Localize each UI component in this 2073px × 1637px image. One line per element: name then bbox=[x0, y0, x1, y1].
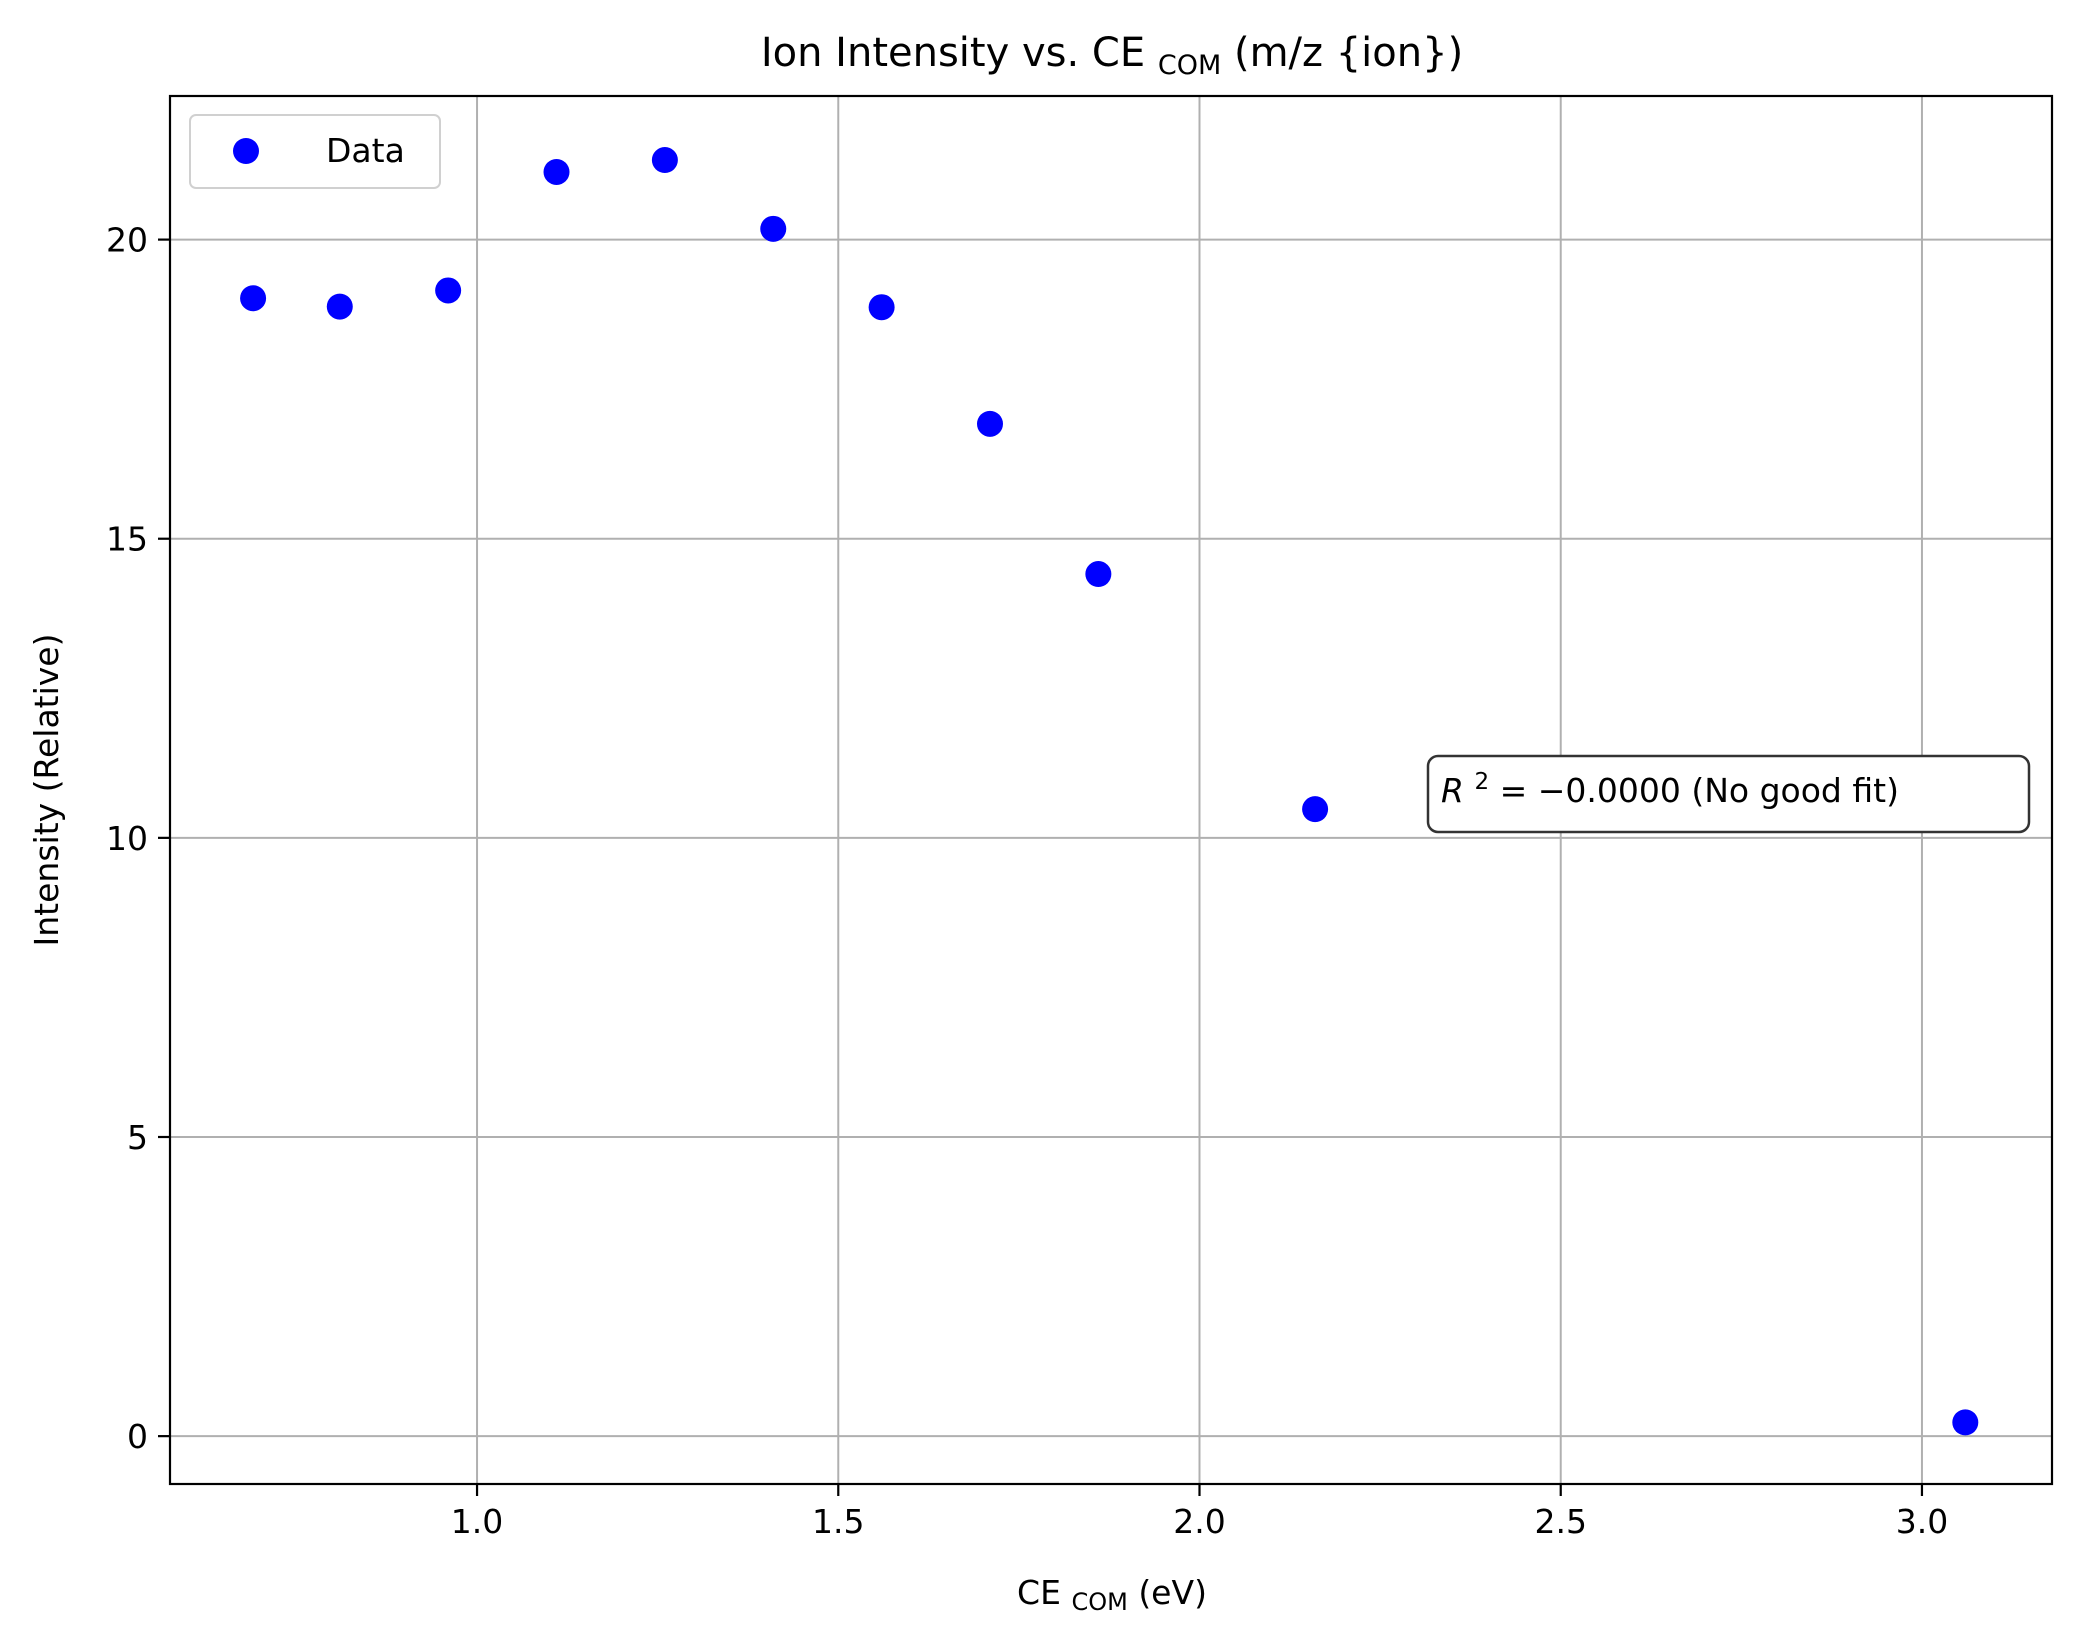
annotation-variable: R bbox=[1441, 771, 1464, 810]
chart-title-prefix: Ion Intensity vs. CE bbox=[761, 30, 1145, 76]
annotation-value: −0.0000 bbox=[1538, 771, 1681, 810]
data-point bbox=[240, 285, 267, 312]
y-tick-label: 0 bbox=[127, 1417, 148, 1456]
data-point bbox=[326, 293, 353, 320]
x-tick-label: 3.0 bbox=[1896, 1502, 1948, 1541]
legend-marker bbox=[233, 138, 259, 164]
x-tick-label: 1.0 bbox=[451, 1502, 503, 1541]
y-tick-label: 20 bbox=[106, 221, 148, 260]
chart-title: Ion Intensity vs. CE COM (m/z {ion}) bbox=[761, 30, 1463, 84]
legend-box bbox=[189, 114, 441, 189]
x-axis-label-suffix: (eV) bbox=[1138, 1573, 1207, 1612]
annotation-exponent: 2 bbox=[1474, 769, 1489, 795]
y-tick-label: 5 bbox=[127, 1118, 148, 1157]
x-axis-label-prefix: CE bbox=[1017, 1573, 1061, 1612]
plot-frame bbox=[168, 94, 2054, 1486]
x-axis-label: CE COM (eV) bbox=[1017, 1573, 1207, 1618]
annotation-note: (No good fit) bbox=[1691, 771, 1899, 810]
x-tick-label: 2.5 bbox=[1534, 1502, 1586, 1541]
data-point bbox=[976, 410, 1003, 437]
data-point bbox=[1302, 796, 1329, 823]
annotation-text: R 2 = −0.0000 (No good fit) bbox=[1441, 758, 1899, 810]
data-point bbox=[1085, 561, 1112, 588]
data-point bbox=[651, 147, 678, 174]
annotation-box bbox=[1426, 754, 2031, 834]
legend: Data bbox=[189, 114, 441, 189]
y-tick-label: 15 bbox=[106, 520, 148, 559]
ticks-layer: 1.0 1.5 2.0 2.5 3.0 0 5 10 15 20 bbox=[106, 221, 1948, 1541]
data-point bbox=[1952, 1409, 1979, 1436]
legend-label: Data bbox=[326, 131, 405, 170]
y-tick-label: 10 bbox=[106, 819, 148, 858]
y-axis-label: Intensity (Relative) bbox=[27, 634, 66, 947]
chart-title-subscript: COM bbox=[1158, 50, 1221, 81]
data-point bbox=[868, 294, 895, 321]
data-point bbox=[435, 277, 462, 304]
x-tick-label: 1.5 bbox=[812, 1502, 864, 1541]
x-tick-label: 2.0 bbox=[1173, 1502, 1225, 1541]
data-point bbox=[543, 158, 570, 185]
chart-title-suffix: (m/z {ion}) bbox=[1234, 30, 1463, 76]
points-layer bbox=[240, 147, 1979, 1436]
data-point bbox=[760, 215, 787, 242]
x-axis-label-subscript: COM bbox=[1071, 1588, 1127, 1616]
annotation-equals: = bbox=[1500, 771, 1538, 810]
fit-annotation: R 2 = −0.0000 (No good fit) bbox=[1426, 754, 2031, 834]
